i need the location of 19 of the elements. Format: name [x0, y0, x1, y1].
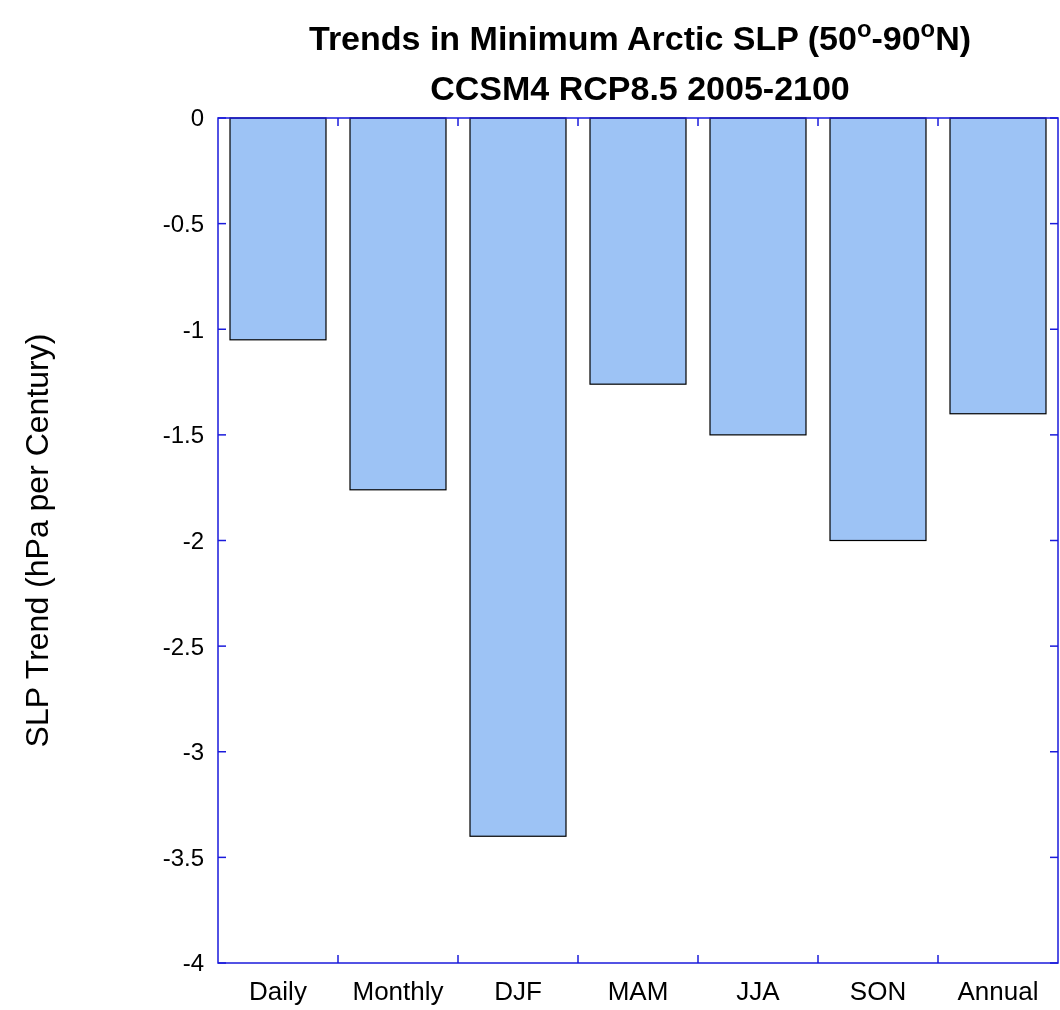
y-tick-label: -3.5	[162, 843, 204, 871]
x-tick-label: Daily	[249, 976, 307, 1006]
y-tick-label: -2.5	[162, 632, 204, 660]
y-tick-label: 0	[190, 104, 204, 132]
x-tick-label: MAM	[607, 976, 669, 1006]
x-tick-label: JJA	[736, 976, 781, 1006]
y-axis-title: SLP Trend (hPa per Century)	[19, 333, 55, 748]
chart-title: Trends in Minimum Arctic SLP (50$^{o}$-90$^{o}$N)	[308, 14, 972, 57]
y-tick-label: -4	[182, 949, 204, 977]
x-tick-label: Monthly	[352, 976, 444, 1006]
x-tick-label: DJF	[494, 976, 542, 1006]
y-tick-label: -0.5	[162, 210, 204, 238]
y-tick-label: -3	[182, 738, 204, 766]
x-tick-label: SON	[849, 976, 907, 1006]
x-tick-label: Annual	[957, 976, 1039, 1006]
y-tick-label: -2	[182, 526, 204, 554]
chart-subtitle: CCSM4 RCP8.5 2005-2100	[430, 69, 850, 107]
y-tick-label: -1.5	[162, 421, 204, 449]
y-tick-label: -1	[182, 315, 204, 343]
